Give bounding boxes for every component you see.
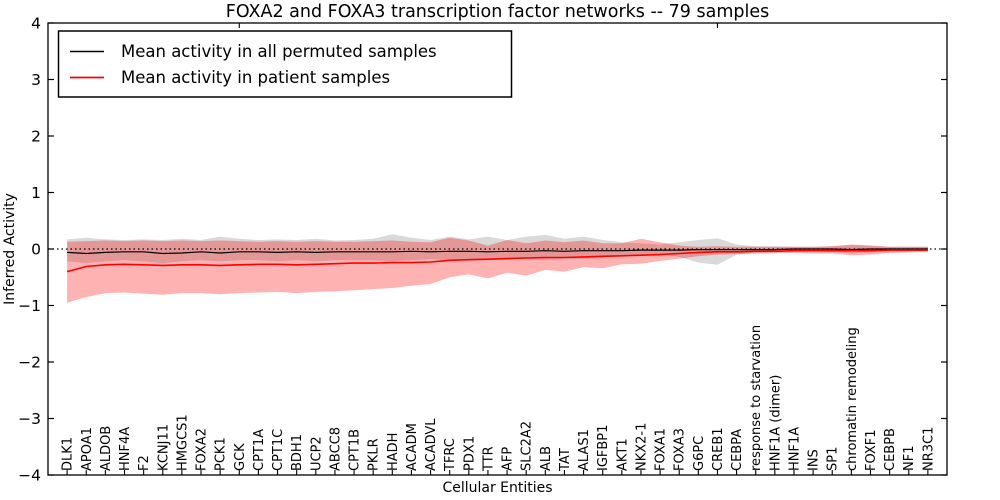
legend-label-permuted: Mean activity in all permuted samples	[121, 42, 437, 61]
x-tick-label: FOXA1	[654, 428, 669, 471]
x-tick-label: TTR	[481, 446, 496, 472]
x-tick-label: PCK1	[214, 437, 229, 471]
x-tick-label: NR3C1	[921, 427, 936, 471]
y-tick-label: 4	[31, 15, 41, 33]
x-tick-label: AKT1	[615, 438, 630, 471]
mean-line-series-0	[67, 248, 928, 255]
x-tick-label: GCK	[233, 443, 248, 471]
y-tick-label: −4	[18, 467, 41, 485]
x-tick-label: TAT	[558, 448, 573, 472]
x-tick-label: ALAS1	[577, 429, 592, 471]
x-tick-label: CPT1B	[348, 429, 363, 471]
x-tick-label: ALDOB	[99, 426, 114, 471]
x-tick-label: ALB	[539, 446, 554, 471]
legend-box	[57, 30, 513, 98]
y-tick-label: 2	[31, 128, 41, 146]
x-tick-label: SP1	[826, 447, 841, 471]
x-tick-label: F2	[137, 455, 152, 471]
x-tick-label: G6PC	[692, 436, 707, 471]
band-series-0	[67, 234, 928, 265]
x-tick-label: HNF4A	[118, 427, 133, 471]
x-axis-title: Cellular Entities	[442, 480, 552, 496]
x-tick-label: HNF1A	[787, 427, 802, 471]
x-tick-label: DLK1	[61, 437, 76, 471]
mean-line-series-1	[66, 249, 928, 273]
x-tick-label: PDX1	[462, 436, 477, 471]
y-axis-title: Inferred Activity	[2, 193, 18, 305]
x-tick-label: FOXA3	[673, 428, 688, 471]
x-tick-label: INS	[807, 449, 822, 471]
y-tick-label: 0	[31, 241, 41, 259]
legend: Mean activity in all permuted samples Me…	[57, 30, 513, 98]
x-tick-label: SLC2A2	[520, 421, 535, 471]
y-axis-ticks	[48, 22, 947, 476]
y-axis-tick-labels: 4 3 2 1 0 −1 −2 −3 −4	[18, 15, 41, 485]
x-tick-label: UCP2	[309, 436, 324, 471]
x-tick-label: AFP	[501, 447, 516, 471]
x-axis-tick-labels: DLK1 APOA1 ALDOB HNF4A F2 KCNJ11 HMGCS1 FOXA2 PC…	[61, 325, 937, 472]
x-tick-label: ABCC8	[328, 427, 343, 471]
x-tick-label: NKX2-1	[634, 423, 649, 471]
x-tick-label: CEBPB	[883, 428, 898, 471]
legend-label-patient: Mean activity in patient samples	[121, 68, 390, 87]
y-tick-label: −3	[18, 410, 41, 428]
x-tick-label: PKLR	[367, 438, 382, 471]
x-tick-label: response to starvation	[749, 325, 764, 471]
x-tick-label: BDH1	[290, 434, 305, 471]
x-tick-label: CPT1A	[252, 429, 267, 471]
x-tick-label: ACADM	[405, 423, 420, 471]
band-series-1	[67, 237, 928, 303]
y-tick-label: 1	[31, 184, 41, 202]
x-axis-ticks	[66, 23, 929, 475]
x-tick-label: ACADVL	[424, 418, 439, 471]
x-tick-label: FOXA2	[195, 428, 210, 471]
x-tick-label: TFRC	[443, 438, 458, 472]
y-tick-label: −2	[18, 354, 41, 372]
x-tick-label: CEBPA	[730, 429, 745, 471]
y-tick-label: −1	[18, 297, 41, 315]
chart-title: FOXA2 and FOXA3 transcription factor net…	[226, 2, 769, 22]
x-tick-label: HNF1A (dimer)	[768, 375, 783, 471]
x-tick-label: KCNJ11	[156, 424, 171, 471]
x-tick-label: CPT1C	[271, 429, 286, 471]
x-tick-label: chromatin remodeling	[845, 327, 860, 471]
x-tick-label: CREB1	[711, 427, 726, 471]
series-lines	[66, 248, 928, 273]
x-tick-label: HMGCS1	[175, 414, 190, 471]
x-tick-label: FOXF1	[864, 429, 879, 471]
x-tick-label: NF1	[902, 446, 917, 471]
confidence-bands	[67, 234, 928, 303]
x-tick-label: HADH	[386, 433, 401, 471]
x-tick-label: IGFBP1	[596, 425, 611, 471]
x-tick-label: APOA1	[80, 427, 95, 471]
y-tick-label: 3	[31, 71, 41, 89]
